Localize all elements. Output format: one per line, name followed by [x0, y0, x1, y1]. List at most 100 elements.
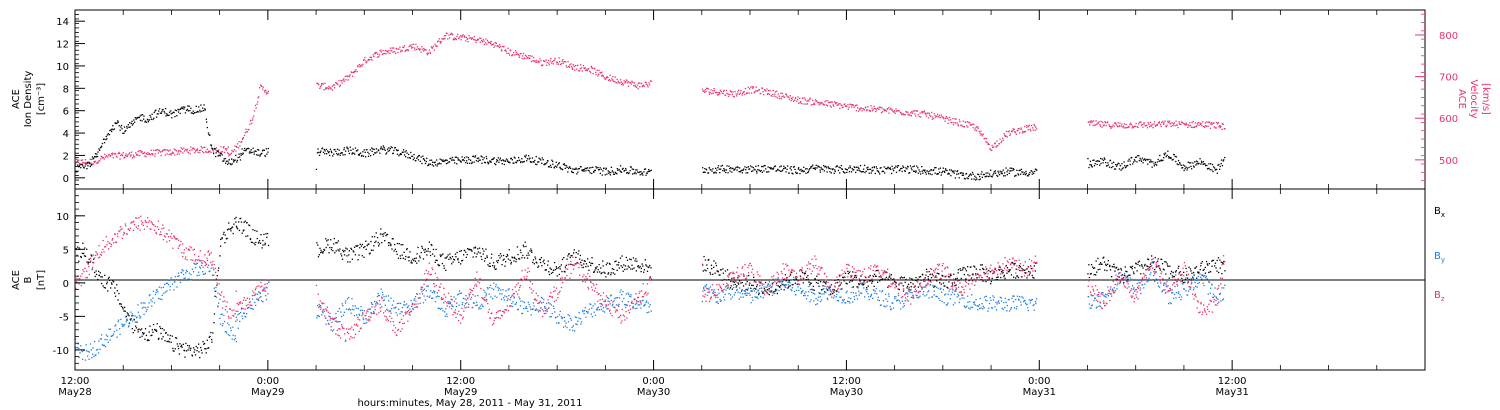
- velocity-point: [320, 84, 322, 87]
- density-point: [587, 169, 589, 171]
- velocity-point: [991, 149, 993, 152]
- bx-point: [318, 254, 320, 256]
- bx-point: [428, 241, 430, 243]
- bx-point: [526, 254, 528, 257]
- velocity-point: [713, 88, 715, 90]
- bx-point: [1034, 270, 1036, 272]
- bx-point: [824, 281, 826, 284]
- bx-point: [791, 284, 793, 286]
- velocity-point: [1017, 130, 1019, 132]
- density-point: [799, 169, 801, 171]
- velocity-point: [518, 56, 521, 58]
- density-point: [1018, 169, 1020, 172]
- by-point: [261, 300, 263, 302]
- by-point: [477, 294, 479, 297]
- density-point: [1100, 162, 1102, 165]
- density-point: [411, 155, 414, 157]
- by-point: [138, 315, 140, 317]
- velocity-point: [336, 82, 338, 84]
- velocity-point: [1127, 126, 1130, 128]
- velocity-point: [403, 46, 405, 49]
- by-point: [241, 308, 243, 310]
- velocity-point: [1026, 126, 1028, 128]
- velocity-point: [1183, 123, 1185, 125]
- density-point: [1122, 167, 1124, 169]
- density-point: [922, 172, 924, 174]
- bx-point: [1115, 267, 1117, 269]
- density-point: [710, 169, 712, 171]
- velocity-point: [166, 153, 168, 155]
- bx-point: [235, 225, 238, 227]
- by-point: [519, 305, 522, 307]
- density-point: [972, 173, 974, 175]
- bx-point: [771, 290, 773, 292]
- velocity-point: [483, 43, 486, 46]
- by-point: [481, 305, 484, 307]
- by-point: [602, 310, 604, 312]
- bx-point: [718, 274, 720, 276]
- by-point: [708, 287, 710, 289]
- bx-point: [266, 236, 268, 238]
- density-point: [707, 172, 709, 174]
- density-axis-tick-label: 2: [63, 151, 69, 162]
- bx-point: [131, 328, 133, 330]
- density-point: [125, 129, 127, 132]
- density-point: [890, 168, 892, 170]
- velocity-point: [544, 60, 546, 63]
- bx-point: [176, 337, 178, 339]
- by-point: [593, 311, 595, 313]
- velocity-point: [1001, 140, 1003, 142]
- density-point: [487, 161, 489, 163]
- velocity-point: [412, 43, 415, 45]
- velocity-point: [920, 116, 922, 118]
- velocity-point: [534, 60, 536, 63]
- density-point: [223, 158, 225, 160]
- density-point: [474, 155, 477, 157]
- bx-point: [975, 268, 977, 270]
- bx-point: [391, 238, 393, 240]
- density-point: [116, 122, 118, 124]
- by-point: [147, 306, 149, 308]
- density-point: [1168, 157, 1170, 159]
- by-point: [403, 301, 405, 303]
- bx-point: [317, 244, 319, 246]
- density-point: [1012, 169, 1014, 172]
- velocity-point: [724, 94, 727, 96]
- bx-point: [331, 246, 333, 249]
- velocity-point: [939, 117, 941, 119]
- density-point: [1091, 166, 1093, 168]
- velocity-point: [951, 121, 953, 124]
- velocity-point: [498, 46, 500, 49]
- bx-point: [1181, 280, 1183, 282]
- bx-point: [1169, 265, 1171, 267]
- bx-point: [166, 340, 168, 343]
- bx-point: [376, 236, 379, 239]
- velocity-point: [423, 49, 426, 51]
- by-point: [451, 304, 453, 306]
- density-point: [1005, 167, 1007, 169]
- density-point: [575, 167, 577, 169]
- velocity-point: [257, 97, 259, 99]
- bx-point: [169, 338, 171, 340]
- density-point: [1008, 172, 1010, 174]
- bx-point: [163, 329, 165, 331]
- by-point: [200, 260, 202, 262]
- bx-point: [507, 255, 509, 257]
- velocity-point: [970, 124, 973, 126]
- velocity-point: [772, 89, 774, 92]
- by-point: [511, 302, 513, 305]
- density-point: [845, 168, 848, 171]
- density-point: [318, 151, 320, 153]
- velocity-point: [1115, 123, 1117, 125]
- by-point: [320, 306, 322, 308]
- by-point: [539, 310, 541, 312]
- velocity-point: [878, 108, 880, 111]
- bx-point: [983, 271, 985, 274]
- density-point: [466, 160, 468, 162]
- by-point: [508, 288, 510, 290]
- by-point: [605, 306, 607, 308]
- density-point: [241, 148, 243, 150]
- density-point: [363, 149, 365, 151]
- density-point: [735, 166, 737, 168]
- density-point: [844, 172, 846, 174]
